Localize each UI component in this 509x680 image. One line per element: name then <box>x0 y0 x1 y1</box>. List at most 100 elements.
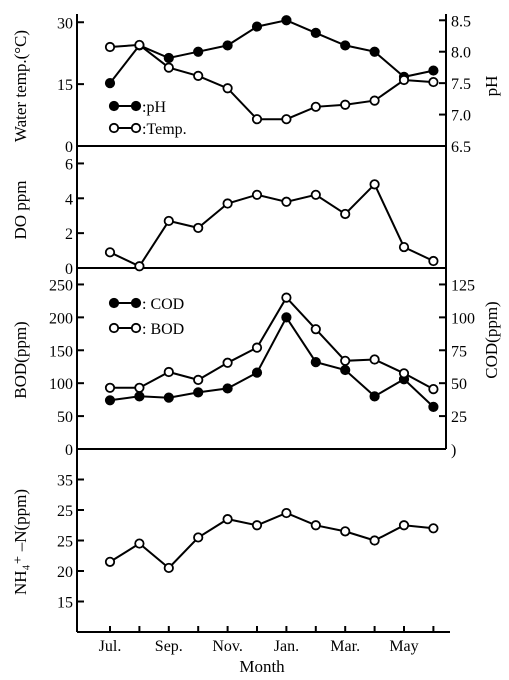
data-point <box>193 387 204 398</box>
data-point <box>251 21 263 32</box>
data-point <box>281 196 292 207</box>
data-point <box>398 368 410 379</box>
series-line-p3 <box>109 511 434 570</box>
y-tick-label: 6 <box>65 156 73 173</box>
data-point <box>134 538 145 549</box>
data-point <box>163 215 174 227</box>
data-point <box>428 65 439 76</box>
data-point <box>310 520 321 531</box>
x-tick-label: Jan. <box>274 638 299 655</box>
data-point <box>428 76 439 88</box>
data-point <box>251 189 263 200</box>
bod-axis-title: BOD(ppm) <box>11 321 30 398</box>
series-line-temp <box>109 43 434 121</box>
data-point <box>310 101 321 112</box>
data-point <box>281 507 292 519</box>
data-point <box>428 384 439 395</box>
data-point <box>251 114 263 125</box>
y-right-tick-label: 6.5 <box>451 139 471 156</box>
data-point <box>281 292 292 303</box>
data-point <box>222 40 233 51</box>
data-point <box>369 354 380 365</box>
x-tick-label: Mar. <box>330 638 360 655</box>
data-point <box>134 261 145 272</box>
y-tick-label: 25 <box>57 534 73 551</box>
y-right-tick-label: 8.5 <box>451 13 471 30</box>
data-point <box>193 70 204 81</box>
data-point <box>340 99 351 110</box>
y-tick-label: 0 <box>65 261 73 278</box>
data-point <box>369 95 380 106</box>
legend-marker <box>108 322 120 334</box>
data-point <box>251 520 263 531</box>
data-point <box>369 391 380 402</box>
data-point <box>340 526 351 537</box>
y-right-tick-label: 100 <box>451 310 475 327</box>
x-axis-title: Month <box>239 657 285 676</box>
legend-ph: :pH <box>142 99 166 116</box>
data-point <box>369 179 380 190</box>
data-point <box>222 357 233 368</box>
y-right-tick-label: 25 <box>451 409 467 426</box>
y-tick-label: 0 <box>65 442 73 459</box>
data-point <box>310 357 321 368</box>
data-point <box>193 374 204 385</box>
data-point <box>134 391 145 402</box>
y-tick-label: 2 <box>65 226 73 243</box>
data-point <box>310 324 321 335</box>
y-tick-label: 250 <box>49 277 73 294</box>
data-point <box>398 520 410 531</box>
data-point <box>104 247 116 258</box>
water-temp-axis-title: Water temp.(°C) <box>11 30 30 142</box>
do-axis-title: DO ppm <box>11 180 30 239</box>
y-right-tick-label: 7.0 <box>451 108 471 125</box>
data-point <box>193 46 204 57</box>
y-tick-label: 25 <box>57 503 73 520</box>
data-point <box>104 395 116 406</box>
data-point <box>251 342 263 353</box>
legend-marker <box>108 100 120 112</box>
data-point <box>310 189 321 200</box>
data-point <box>310 27 321 38</box>
series-line-bod <box>110 295 434 390</box>
data-point <box>398 241 410 253</box>
y-right-tick-label: ) <box>451 442 456 459</box>
data-point <box>193 532 204 543</box>
series-line-ph <box>109 19 434 84</box>
data-point <box>104 78 116 89</box>
data-point <box>222 198 233 209</box>
series-line-p1 <box>109 182 434 268</box>
data-point <box>163 562 174 574</box>
data-point <box>428 523 439 534</box>
y-tick-label: 50 <box>57 409 73 426</box>
legend-cod: : COD <box>142 296 184 313</box>
legend-temp: :Temp. <box>142 121 187 138</box>
data-point <box>281 114 292 125</box>
data-point <box>281 15 292 26</box>
legend-marker <box>130 100 142 112</box>
x-tick-label: Sep. <box>155 638 183 655</box>
data-point <box>134 39 145 51</box>
legend-bod: : BOD <box>142 321 184 338</box>
x-tick-label: Jul. <box>99 638 122 655</box>
data-point <box>398 74 410 86</box>
data-point <box>340 208 351 220</box>
y-right-tick-label: 7.5 <box>451 76 471 93</box>
y-tick-label: 30 <box>57 15 73 32</box>
y-tick-label: 200 <box>49 310 73 327</box>
y-tick-label: 20 <box>57 564 73 581</box>
data-point <box>222 514 233 525</box>
data-point <box>163 392 174 403</box>
data-point <box>340 355 351 366</box>
y-tick-label: 15 <box>57 77 73 94</box>
data-point <box>281 312 292 323</box>
data-point <box>251 367 263 378</box>
y-right-tick-label: 125 <box>451 277 475 294</box>
data-point <box>369 46 380 57</box>
legend-marker <box>130 122 142 134</box>
data-point <box>340 40 351 51</box>
nh4-axis-title: NH₄⁺ –N(ppm) <box>11 489 30 595</box>
y-tick-label: 4 <box>65 191 73 208</box>
y-right-tick-label: 8.0 <box>451 45 471 62</box>
